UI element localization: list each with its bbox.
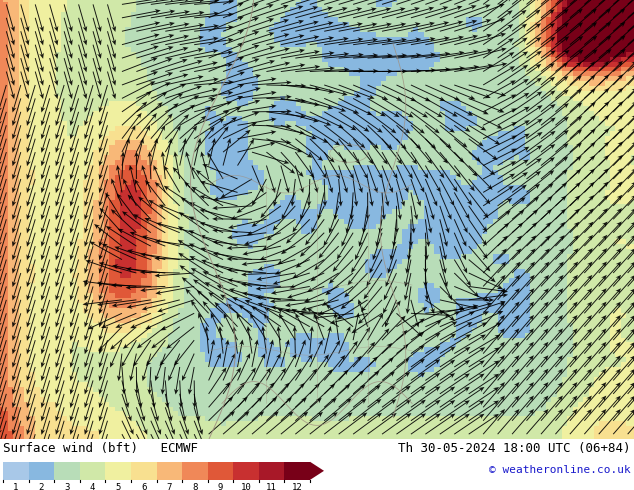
- Bar: [54, 462, 80, 480]
- Text: 11: 11: [266, 483, 277, 490]
- Bar: [208, 462, 233, 480]
- Text: 8: 8: [192, 483, 198, 490]
- Polygon shape: [310, 462, 324, 480]
- Text: Th 30-05-2024 18:00 UTC (06+84): Th 30-05-2024 18:00 UTC (06+84): [399, 441, 631, 455]
- Bar: [105, 462, 131, 480]
- Text: 6: 6: [141, 483, 146, 490]
- Text: 2: 2: [39, 483, 44, 490]
- Text: 10: 10: [241, 483, 252, 490]
- Text: © weatheronline.co.uk: © weatheronline.co.uk: [489, 465, 631, 475]
- Text: 12: 12: [292, 483, 302, 490]
- Text: 7: 7: [167, 483, 172, 490]
- Text: 1: 1: [13, 483, 18, 490]
- Bar: [259, 462, 285, 480]
- Text: 9: 9: [217, 483, 223, 490]
- Text: 4: 4: [90, 483, 95, 490]
- Bar: [29, 462, 54, 480]
- Text: 3: 3: [64, 483, 70, 490]
- Text: Surface wind (bft)   ECMWF: Surface wind (bft) ECMWF: [3, 441, 198, 455]
- Bar: [131, 462, 157, 480]
- Bar: [80, 462, 105, 480]
- Bar: [182, 462, 208, 480]
- Text: 5: 5: [115, 483, 121, 490]
- Bar: [157, 462, 182, 480]
- Bar: [3, 462, 29, 480]
- Bar: [233, 462, 259, 480]
- Bar: [285, 462, 310, 480]
